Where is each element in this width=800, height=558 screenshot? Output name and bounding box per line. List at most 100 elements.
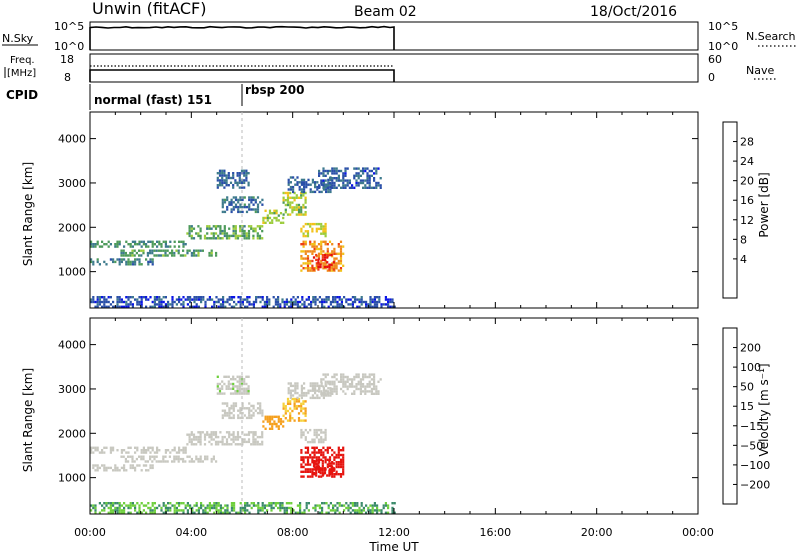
heatmap-cell [357,184,360,187]
heatmap-cell [355,181,358,185]
heatmap-cell [109,446,112,449]
heatmap-cell [326,474,329,477]
heatmap-cell [234,435,237,439]
heatmap-cell [151,466,154,470]
heatmap-cell [134,509,137,512]
heatmap-cell [323,256,327,259]
heatmap-cell [173,245,176,248]
heatmap-cell [373,303,376,306]
heatmap-cell [236,387,239,390]
heatmap-cell [203,443,207,446]
heatmap-cell [315,467,318,470]
heatmap-cell [313,431,316,434]
heatmap-cell [184,254,187,257]
heatmap-cell [318,385,321,388]
heatmap-cell [252,203,255,206]
heatmap-cell [107,466,110,470]
heatmap-cell [221,203,224,206]
heatmap-cell [268,502,271,505]
heatmap-cell [223,234,226,238]
heatmap-cell [337,449,340,452]
heatmap-cell [257,509,260,512]
heatmap-cell [235,511,238,514]
heatmap-cell [145,305,148,308]
heatmap-cell [314,506,317,510]
heatmap-cell [279,509,282,512]
heatmap-cell [355,383,358,386]
heatmap-cell [178,451,181,454]
heatmap-cell [315,428,318,432]
heatmap-cell [241,404,244,408]
heatmap-cell [224,509,227,512]
heatmap-cell [182,511,185,514]
heatmap-cell [268,300,271,304]
heatmap-cell [325,188,328,191]
heatmap-cell [362,506,365,510]
heatmap-cell [321,256,324,259]
heatmap-cell [140,245,143,248]
heatmap-cell [245,210,249,214]
heatmap-cell [292,185,295,189]
heatmap-cell [160,245,163,248]
heatmap-cell [250,198,253,202]
heatmap-cell [365,511,368,514]
heatmap-cell [266,214,269,217]
heatmap-cell [149,511,152,514]
heatmap-cell [351,392,354,395]
heatmap-cell [254,208,257,211]
heatmap-cell [118,240,121,243]
heatmap-cell [142,251,145,255]
heatmap-cell [303,181,306,184]
heatmap-cell [118,502,121,505]
heatmap-cell [103,466,106,470]
heatmap-cell [96,258,99,261]
heatmap-cell [217,509,220,512]
heatmap-cell [252,196,255,199]
heatmap-cell [215,502,218,505]
heatmap-cell [342,468,345,471]
heatmap-cell [256,237,259,240]
heatmap-cell [362,390,365,393]
heatmap-cell [195,296,198,299]
heatmap-cell [293,199,296,202]
heatmap-cell [182,300,185,304]
heatmap-cell [360,504,363,507]
heatmap-cell [306,446,310,449]
heatmap-cell [333,250,336,253]
heatmap-cell [304,252,307,255]
heatmap-cell [297,400,301,403]
heatmap-cell [289,181,292,184]
heatmap-cell [147,298,150,301]
heatmap-cell [241,229,244,233]
heatmap-cell [92,464,95,467]
heatmap-cell [240,181,244,184]
heatmap-cell [257,511,260,514]
heatmap-cell [239,227,242,230]
heatmap-cell [364,169,367,173]
heatmap-cell [293,208,296,211]
heatmap-cell [140,249,143,252]
heatmap-cell [218,382,222,386]
heatmap-cell [344,392,347,395]
heatmap-cell [182,502,185,505]
heatmap-cell [313,449,316,452]
heatmap-cell [247,181,250,184]
heatmap-cell [210,431,213,434]
heatmap-cell [131,245,134,248]
heatmap-cell [243,414,246,417]
heatmap-cell [342,456,345,459]
heatmap-cell [127,506,130,510]
heatmap-cell [216,172,219,175]
heatmap-cell [300,449,303,452]
heatmap-cell [112,300,115,304]
heatmap-cell [140,298,143,301]
heatmap-cell [307,178,310,182]
heatmap-cell [315,446,318,449]
heatmap-cell [335,264,338,267]
heatmap-cell [282,405,285,408]
heatmap-cell [353,186,356,189]
heatmap-cell [340,380,343,383]
heatmap-cell [195,502,198,505]
heatmap-cell [277,300,280,304]
heatmap-cell [230,416,233,420]
